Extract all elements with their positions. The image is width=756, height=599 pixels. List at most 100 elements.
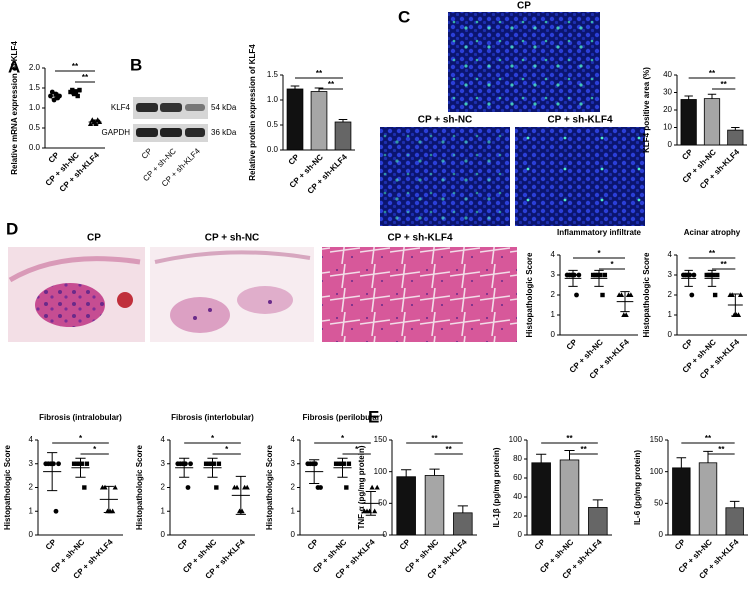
y-tick-label: 4 [551, 250, 556, 259]
y-axis-label: Histopathologic Score [265, 445, 274, 530]
error-bar [91, 119, 99, 125]
y-axis-label: Relative mRNA expression of KLF4 [10, 41, 19, 175]
significance-label: ** [709, 249, 716, 258]
data-point [188, 461, 193, 467]
data-point [234, 484, 240, 490]
y-tick-label: 100 [374, 467, 388, 476]
y-tick-label: 0 [383, 530, 388, 539]
data-point [214, 485, 219, 490]
bar [703, 98, 721, 146]
y-tick-label: 20 [513, 511, 522, 520]
data-point [372, 508, 378, 514]
bar [698, 462, 718, 536]
y-tick-label: 0 [659, 530, 664, 539]
y-tick-label: 0 [518, 530, 523, 539]
data-point [710, 272, 716, 278]
error-bar [337, 457, 348, 478]
y-tick-label: 2 [291, 483, 296, 492]
band-size: 54 kDa [211, 103, 237, 112]
significance-label: ** [82, 73, 89, 82]
significance-label: * [211, 434, 215, 443]
data-point [341, 461, 346, 466]
image-label: CP + sh-NC [418, 115, 473, 126]
y-tick-label: 60 [513, 473, 522, 482]
y-axis-label: IL-1β (pg/mg protein) [492, 447, 501, 527]
y-tick-label: 50 [654, 498, 663, 507]
error-bar [309, 459, 320, 484]
panel-letter: B [130, 55, 142, 74]
y-tick-label: 1.5 [267, 70, 279, 79]
band-label: KLF4 [111, 103, 131, 112]
data-point [369, 484, 375, 490]
y-tick-label: 40 [513, 492, 522, 501]
y-tick-label: 3 [668, 270, 673, 279]
error-bar [103, 485, 114, 513]
significance-label: * [79, 434, 83, 443]
data-point [346, 461, 352, 466]
error-bar [71, 89, 79, 95]
y-tick-label: 1 [551, 310, 556, 319]
data-point [244, 484, 250, 490]
y-tick-label: 100 [509, 435, 523, 444]
significance-label: ** [709, 69, 716, 78]
y-tick-label: 3 [291, 459, 296, 468]
error-bar [731, 293, 740, 317]
band-size: 36 kDa [211, 128, 237, 137]
error-bar [75, 457, 86, 478]
band-label: GAPDH [102, 128, 131, 137]
data-point [374, 484, 380, 490]
y-tick-label: 0 [668, 330, 673, 339]
data-point [600, 292, 605, 298]
y-tick-label: 0.5 [267, 120, 279, 129]
panel-letter: E [368, 407, 379, 426]
y-tick-label: 10 [663, 123, 672, 132]
data-point [333, 461, 339, 466]
significance-label: ** [72, 62, 79, 71]
y-axis-label: KLF4 positive area (%) [642, 67, 651, 153]
data-point [715, 272, 720, 278]
data-point [75, 93, 80, 99]
data-point [84, 461, 90, 466]
significance-label: ** [705, 434, 712, 443]
significance-label: * [225, 445, 229, 454]
y-tick-label: 30 [663, 88, 672, 97]
y-tick-label: 40 [663, 70, 672, 79]
significance-label: * [610, 260, 614, 269]
y-tick-label: 2.0 [29, 63, 41, 72]
significance-label: * [355, 445, 359, 454]
y-tick-label: 0.0 [267, 145, 279, 154]
data-point [687, 272, 693, 278]
data-point [691, 272, 697, 278]
y-tick-label: 4 [291, 435, 296, 444]
significance-label: * [341, 434, 345, 443]
y-tick-label: 1 [29, 506, 34, 515]
significance-label: ** [721, 80, 728, 89]
image-label: CP + sh-KLF4 [547, 115, 613, 126]
y-tick-label: 1 [668, 310, 673, 319]
data-point [71, 461, 77, 466]
data-point [623, 312, 629, 317]
data-point [203, 461, 209, 466]
data-point [185, 485, 191, 490]
data-point [87, 121, 94, 126]
y-tick-label: 3 [29, 459, 34, 468]
y-tick-label: 4 [668, 250, 673, 259]
data-point [209, 461, 214, 466]
data-point [590, 272, 596, 278]
data-point [571, 272, 577, 278]
bar [672, 467, 691, 536]
y-tick-label: 0.5 [29, 123, 41, 132]
bar [396, 476, 416, 536]
image-label: CP [87, 233, 101, 244]
y-tick-label: 100 [650, 467, 664, 476]
y-tick-label: 150 [650, 435, 664, 444]
y-tick-label: 0 [668, 140, 673, 149]
data-point [77, 87, 82, 93]
y-tick-label: 1 [291, 506, 296, 515]
chart-title: Fibrosis (perilobular) [302, 413, 382, 422]
significance-label: * [93, 445, 97, 454]
data-point [602, 272, 608, 278]
data-point [206, 461, 211, 466]
error-bar [51, 92, 59, 100]
